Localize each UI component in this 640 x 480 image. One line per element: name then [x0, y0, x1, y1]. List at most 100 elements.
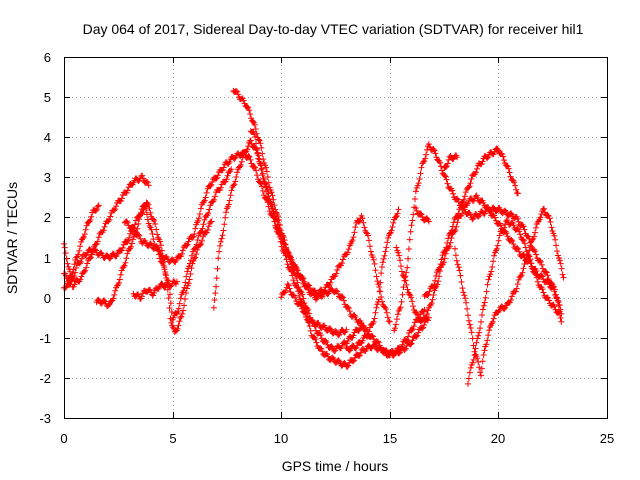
data-point — [184, 268, 191, 275]
data-point — [76, 247, 83, 254]
data-point — [319, 348, 326, 355]
data-point — [386, 318, 393, 325]
data-point — [532, 229, 539, 236]
data-point — [394, 311, 401, 318]
data-point — [292, 294, 299, 301]
data-point — [298, 305, 305, 312]
data-point — [479, 306, 486, 313]
series-arc-15 — [441, 152, 461, 171]
data-point — [507, 296, 514, 303]
data-point — [205, 210, 212, 217]
data-point — [117, 271, 124, 278]
data-point — [344, 249, 351, 256]
data-point — [226, 159, 233, 166]
data-point — [299, 277, 306, 284]
data-point — [451, 228, 458, 235]
data-point — [323, 339, 330, 346]
data-point — [423, 151, 430, 158]
data-point — [473, 165, 480, 172]
data-point — [222, 214, 229, 221]
data-point — [470, 356, 477, 363]
data-point — [293, 298, 300, 305]
data-point — [380, 255, 387, 262]
data-point — [188, 265, 195, 272]
data-point — [131, 227, 138, 234]
data-point — [538, 261, 545, 268]
data-point — [515, 276, 522, 283]
data-point — [496, 232, 503, 239]
data-point — [479, 158, 486, 165]
data-point — [383, 309, 390, 316]
data-point — [150, 292, 157, 299]
data-point — [62, 249, 69, 256]
data-point — [119, 244, 126, 251]
data-point — [269, 192, 276, 199]
data-point — [521, 226, 528, 233]
y-tick-label: 0 — [44, 291, 51, 306]
data-point — [495, 237, 502, 244]
data-point — [180, 307, 187, 314]
data-point — [411, 196, 418, 203]
data-point — [425, 291, 432, 298]
data-point — [142, 203, 149, 210]
data-point — [333, 270, 340, 277]
data-point — [226, 197, 233, 204]
data-point — [515, 218, 522, 225]
data-point — [376, 288, 383, 295]
data-point — [152, 221, 159, 228]
data-point — [465, 317, 472, 324]
data-point — [233, 88, 240, 95]
data-point — [477, 369, 484, 376]
data-point — [344, 363, 351, 370]
data-point — [407, 341, 414, 348]
data-point — [70, 266, 77, 273]
data-marks — [61, 87, 567, 387]
data-point — [112, 287, 119, 294]
data-point — [354, 342, 361, 349]
data-point — [387, 348, 394, 355]
data-point — [78, 238, 85, 245]
data-point — [328, 276, 335, 283]
data-point — [474, 335, 481, 342]
data-point — [437, 159, 444, 166]
data-point — [72, 269, 79, 276]
data-point — [539, 286, 546, 293]
data-point — [248, 141, 255, 148]
data-point — [398, 298, 405, 305]
data-point — [65, 276, 72, 283]
data-point — [483, 341, 490, 348]
series-arc-11 — [343, 206, 402, 354]
data-point — [359, 323, 366, 330]
data-point — [454, 196, 461, 203]
data-point — [175, 305, 182, 312]
data-point — [505, 165, 512, 172]
data-point — [266, 198, 273, 205]
data-point — [500, 227, 507, 234]
data-point — [299, 291, 306, 298]
data-point — [223, 209, 230, 216]
data-point — [375, 298, 382, 305]
data-point — [284, 261, 291, 268]
data-point — [194, 237, 201, 244]
data-point — [475, 332, 482, 339]
data-point — [129, 223, 136, 230]
data-point — [521, 240, 528, 247]
data-point — [294, 279, 301, 286]
data-point — [82, 267, 89, 274]
data-point — [350, 358, 357, 365]
data-point — [385, 234, 392, 241]
data-point — [405, 333, 412, 340]
data-point — [270, 210, 277, 217]
data-point — [479, 358, 486, 365]
data-point — [183, 285, 190, 292]
data-point — [112, 206, 119, 213]
data-point — [139, 172, 146, 179]
data-point — [150, 289, 157, 296]
data-point — [464, 305, 471, 312]
data-point — [555, 302, 562, 309]
data-point — [485, 276, 492, 283]
data-point — [322, 337, 329, 344]
data-point — [251, 130, 258, 137]
data-point — [399, 291, 406, 298]
data-point — [406, 291, 413, 298]
